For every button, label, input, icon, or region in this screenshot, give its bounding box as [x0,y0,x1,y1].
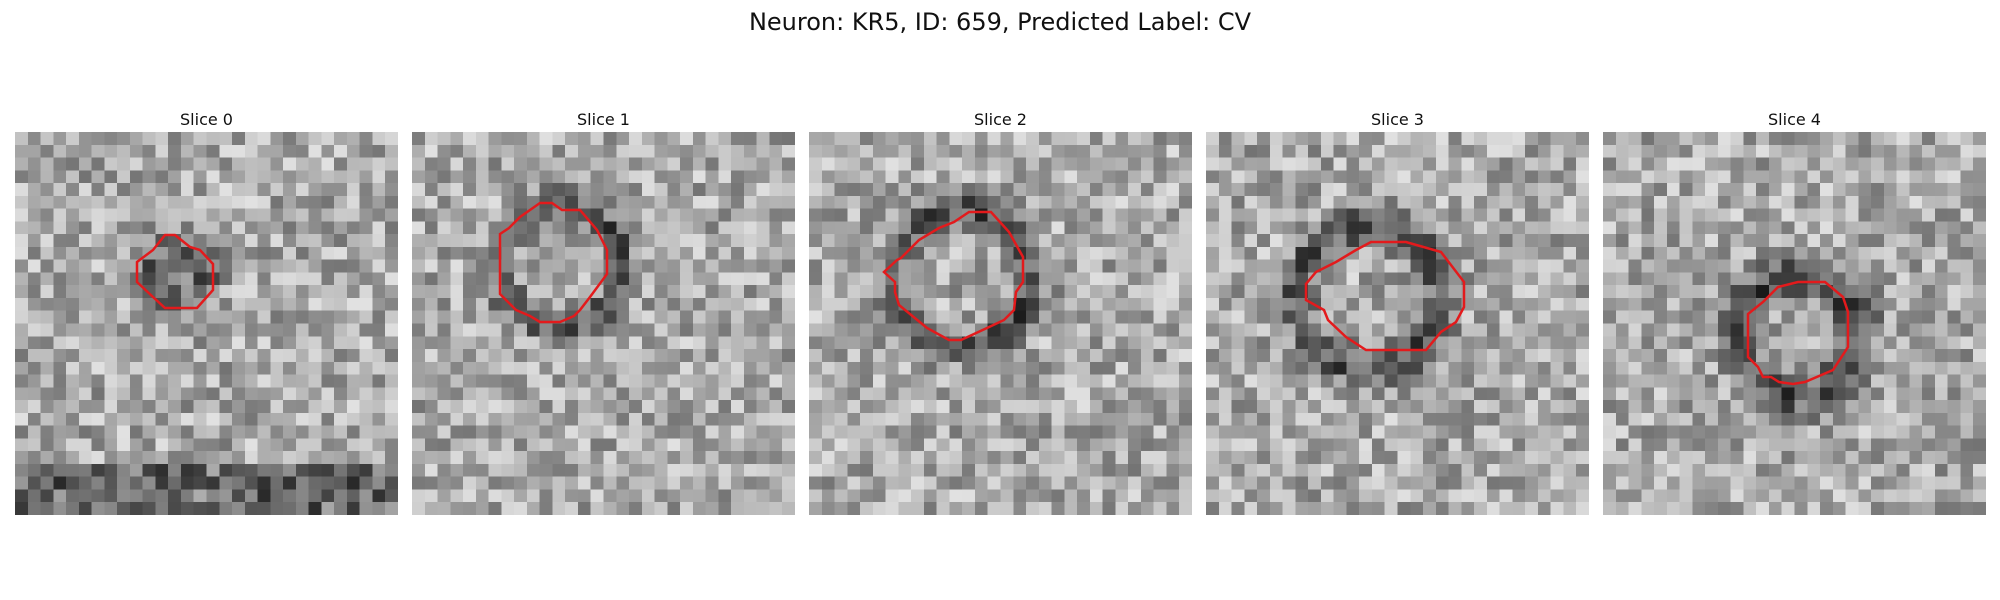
micrograph-1 [412,132,795,515]
slice-title-0: Slice 0 [180,110,233,129]
figure-title: Neuron: KR5, ID: 659, Predicted Label: C… [748,8,1252,36]
slice-title-1: Slice 1 [577,110,630,129]
slice-image-2 [809,132,1192,515]
slice-title-4: Slice 4 [1768,110,1821,129]
slice-panel-3: Slice 3 [1206,108,1589,515]
segmentation-overlay-3 [1304,240,1466,352]
slice-title-2: Slice 2 [974,110,1027,129]
slice-image-3 [1206,132,1589,515]
vesicle-contour-1 [498,201,609,324]
slice-panel-4: Slice 4 [1603,108,1986,515]
slice-image-0 [15,132,398,515]
micrograph-3 [1206,132,1589,515]
segmentation-overlay-1 [498,201,609,324]
slice-panel-2: Slice 2 [809,108,1192,515]
slice-title-3: Slice 3 [1371,110,1424,129]
vesicle-contour-2 [882,210,1025,342]
vesicle-contour-3 [1304,240,1466,352]
slice-image-1 [412,132,795,515]
micrograph-4 [1603,132,1986,515]
segmentation-overlay-2 [882,210,1025,342]
slice-panel-1: Slice 1 [412,108,795,515]
micrograph-2 [809,132,1192,515]
micrograph-0 [15,132,398,515]
vesicle-contour-4 [1746,280,1850,386]
vesicle-contour-0 [135,233,215,310]
segmentation-overlay-0 [135,233,215,310]
segmentation-overlay-4 [1746,280,1850,386]
slice-image-4 [1603,132,1986,515]
slice-panel-0: Slice 0 [15,108,398,515]
